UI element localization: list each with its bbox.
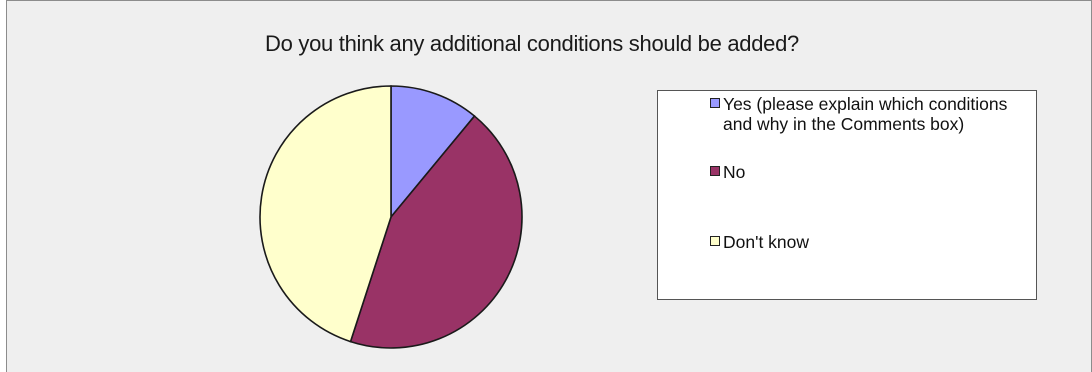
chart-title: Do you think any additional conditions s… <box>7 31 1057 57</box>
legend-label-no: No <box>723 162 1013 182</box>
legend-swatch-dont-know <box>710 236 720 246</box>
pie-chart <box>251 81 531 361</box>
legend-entry-dont-know: Don't know <box>710 232 1013 252</box>
legend-entry-no: No <box>710 162 1013 182</box>
legend-swatch-no <box>710 166 720 176</box>
legend: Yes (please explain which conditions and… <box>657 90 1037 300</box>
legend-entry-yes: Yes (please explain which conditions and… <box>710 94 1013 134</box>
legend-swatch-yes <box>710 98 720 108</box>
legend-label-dont-know: Don't know <box>723 232 1013 252</box>
chart-area: Do you think any additional conditions s… <box>6 0 1092 372</box>
legend-label-yes: Yes (please explain which conditions and… <box>723 94 1013 134</box>
